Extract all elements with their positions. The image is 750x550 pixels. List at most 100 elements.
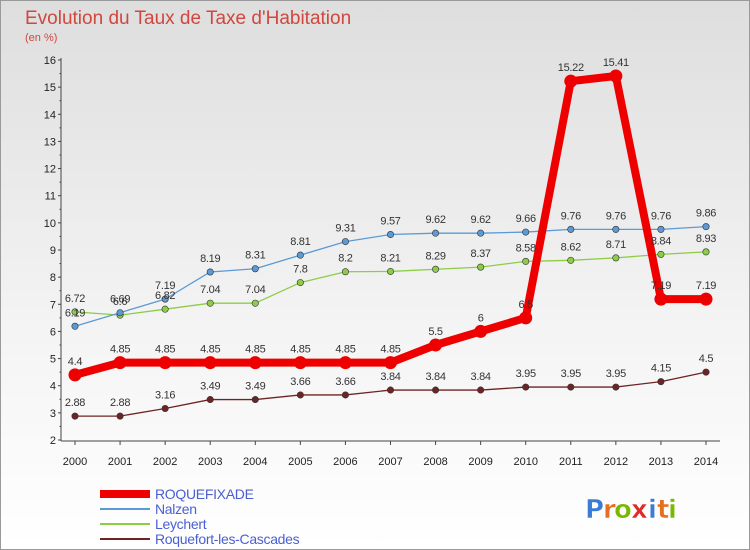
x-tick-label: 2003 <box>198 456 222 468</box>
series-point-0 <box>68 368 82 382</box>
data-label-1: 9.62 <box>471 214 491 226</box>
logo-letter: P <box>585 495 604 525</box>
series-point-1 <box>567 225 575 233</box>
legend-label-1: Nalzen <box>155 501 197 517</box>
data-label-3: 4.5 <box>699 353 714 365</box>
series-point-1 <box>657 225 665 233</box>
data-label-0: 7.19 <box>651 280 671 292</box>
series-point-3 <box>386 386 394 394</box>
x-tick-label: 2002 <box>153 456 177 468</box>
logo-letter: t <box>657 495 669 525</box>
legend-label-3: Roquefort-les-Cascades <box>155 531 300 547</box>
series-point-0 <box>113 356 127 370</box>
series-point-2 <box>657 250 665 258</box>
data-label-1: 9.76 <box>561 210 581 222</box>
series-point-2 <box>71 308 79 316</box>
series-point-1 <box>522 228 530 236</box>
series-point-1 <box>477 229 485 237</box>
data-label-0: 15.22 <box>558 62 584 74</box>
data-label-3: 3.66 <box>335 376 355 388</box>
data-label-2: 8.37 <box>471 248 491 260</box>
data-label-0: 6 <box>478 312 484 324</box>
y-tick-label: 4 <box>50 381 56 393</box>
y-tick-label: 16 <box>44 55 56 67</box>
series-point-1 <box>116 309 124 317</box>
y-tick-label: 13 <box>44 136 56 148</box>
series-point-2 <box>702 248 710 256</box>
x-tick-label: 2006 <box>333 456 357 468</box>
y-tick-label: 8 <box>50 272 56 284</box>
series-point-1 <box>341 238 349 246</box>
series-point-3 <box>477 386 485 394</box>
series-point-2 <box>161 305 169 313</box>
series-point-3 <box>522 383 530 391</box>
series-point-0 <box>203 356 217 370</box>
data-label-0: 4.85 <box>380 344 400 356</box>
series-point-0 <box>699 292 713 306</box>
data-label-1: 9.86 <box>696 208 716 220</box>
series-point-2 <box>522 257 530 265</box>
series-point-0 <box>474 324 488 338</box>
y-tick-label: 9 <box>50 245 56 257</box>
chart-subtitle: (en %) <box>25 32 57 44</box>
series-point-3 <box>71 412 79 420</box>
series-point-2 <box>251 299 259 307</box>
x-tick-label: 2005 <box>288 456 312 468</box>
x-tick-label: 2004 <box>243 456 267 468</box>
data-label-1: 9.76 <box>651 210 671 222</box>
series-point-2 <box>477 263 485 271</box>
legend: ROQUEFIXADENalzenLeychertRoquefort-les-C… <box>100 486 300 547</box>
series-point-3 <box>296 391 304 399</box>
x-tick-label: 2011 <box>559 456 583 468</box>
data-label-1: 9.66 <box>516 213 536 225</box>
series-point-2 <box>432 265 440 273</box>
series-point-0 <box>338 356 352 370</box>
series-point-0 <box>564 74 578 88</box>
data-label-3: 3.16 <box>155 390 175 402</box>
y-tick-label: 5 <box>50 354 56 366</box>
data-label-2: 8.29 <box>425 250 445 262</box>
logo-letter: x <box>631 495 648 525</box>
series-point-2 <box>567 256 575 264</box>
logo-letter: i <box>668 495 677 525</box>
legend-label-2: Leychert <box>155 516 207 532</box>
series-point-3 <box>341 391 349 399</box>
series-point-0 <box>293 356 307 370</box>
data-label-0: 4.85 <box>290 344 310 356</box>
series-point-0 <box>429 338 443 352</box>
y-tick-label: 7 <box>50 299 56 311</box>
data-label-0: 6.5 <box>519 299 534 311</box>
data-label-2: 6.6 <box>113 296 128 308</box>
data-label-1: 7.19 <box>155 280 175 292</box>
series-point-3 <box>657 378 665 386</box>
data-label-2: 8.2 <box>338 253 353 265</box>
data-label-1: 8.19 <box>200 253 220 265</box>
series-point-1 <box>206 268 214 276</box>
x-tick-label: 2000 <box>63 456 87 468</box>
data-label-0: 4.85 <box>200 344 220 356</box>
data-label-2: 8.71 <box>606 239 626 251</box>
y-tick-label: 6 <box>50 326 56 338</box>
data-label-0: 4.85 <box>110 344 130 356</box>
series-point-1 <box>251 265 259 273</box>
data-label-3: 3.84 <box>425 371 445 383</box>
data-label-3: 4.15 <box>651 363 671 375</box>
logo-letter: o <box>614 495 632 525</box>
data-label-2: 7.8 <box>293 264 308 276</box>
data-label-0: 4.85 <box>245 344 265 356</box>
data-label-2: 7.04 <box>245 284 265 296</box>
data-label-3: 2.88 <box>65 397 85 409</box>
data-label-3: 3.49 <box>245 381 265 393</box>
series-point-3 <box>702 368 710 376</box>
data-label-3: 3.95 <box>516 368 536 380</box>
data-label-3: 3.95 <box>606 368 626 380</box>
y-tick-label: 12 <box>44 164 56 176</box>
series-point-3 <box>251 396 259 404</box>
data-label-1: 8.31 <box>245 250 265 262</box>
x-tick-label: 2013 <box>649 456 673 468</box>
data-label-2: 8.62 <box>561 241 581 253</box>
series-point-3 <box>206 396 214 404</box>
data-label-3: 3.49 <box>200 381 220 393</box>
series-point-1 <box>612 225 620 233</box>
